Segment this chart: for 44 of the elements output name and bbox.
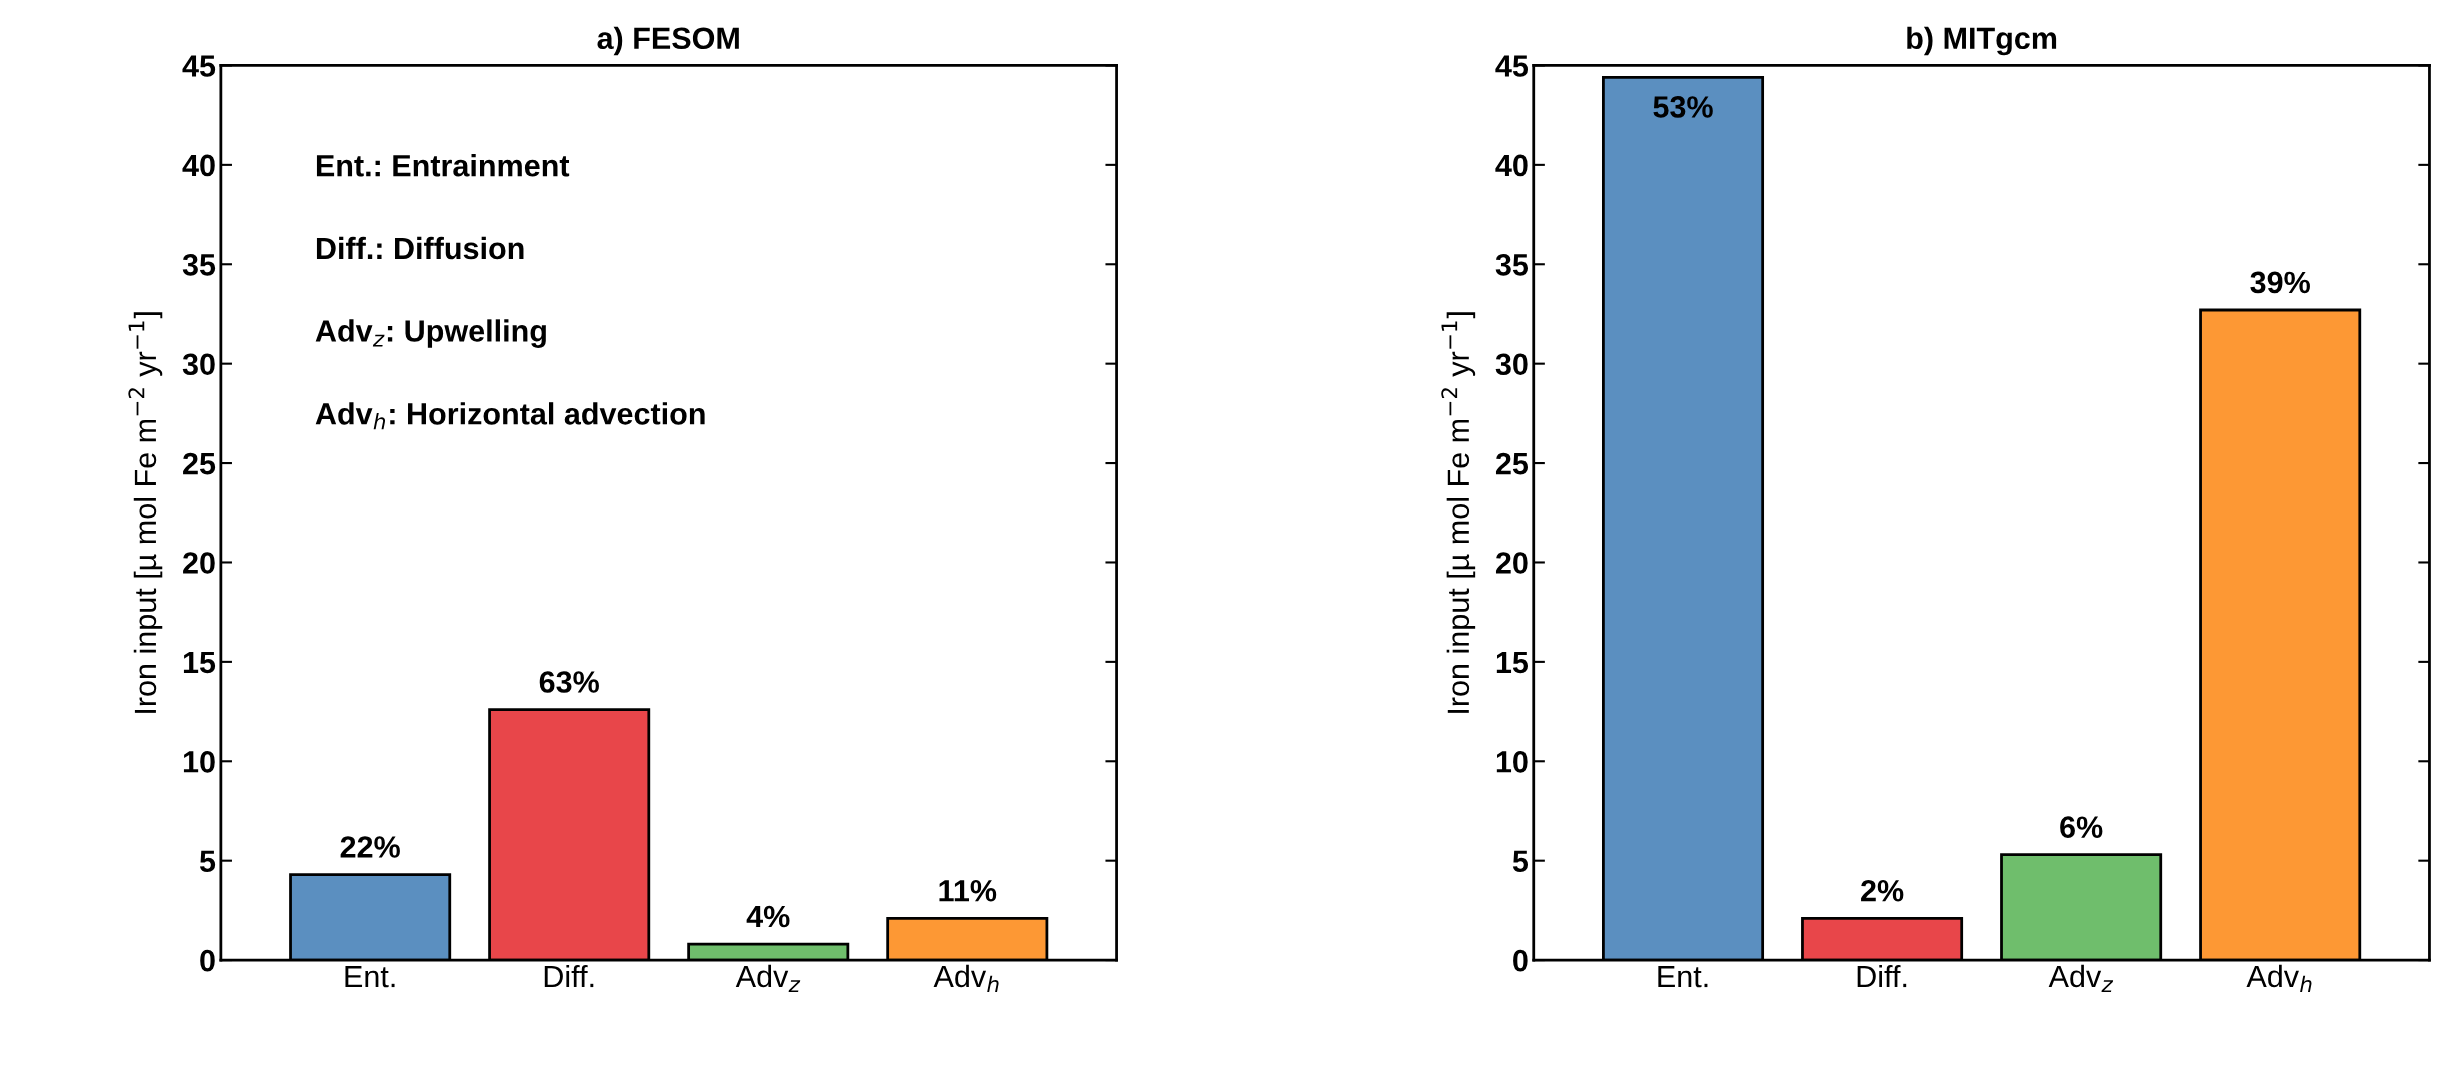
y-tick-label: 0 (200, 949, 215, 972)
x-tick-label: Diff. (1857, 964, 1907, 988)
x-tick-label: Ent. (1658, 966, 1708, 988)
y-tick-label: 20 (183, 552, 215, 574)
annotation: 6% (2060, 816, 2103, 838)
y-tick-label: 15 (183, 651, 216, 674)
annotation: Ent.: Entrainment (316, 154, 570, 177)
y-tick-label: 25 (183, 452, 216, 475)
chart-title: a) FESOM (597, 26, 739, 56)
x-tick-label: Adv$_{z}$ (735, 964, 801, 992)
annotation: Diff.: Diffusion (316, 236, 524, 260)
annotation: Adv$_{h}$: Horizontal advection (315, 402, 705, 430)
y-tick-label: 40 (182, 154, 215, 177)
x-tick-label: Diff. (544, 964, 594, 988)
y-tick-label: 45 (1495, 55, 1529, 77)
y-tick-label: 20 (1495, 552, 1528, 574)
y-tick-label: 35 (182, 254, 216, 276)
y-tick-label: 35 (1495, 254, 1529, 276)
x-tick-label: Adv$_{z}$ (2048, 964, 2114, 992)
y-tick-label: 25 (1495, 452, 1529, 475)
y-tick-label: 5 (199, 850, 216, 873)
y-tick-label: 30 (182, 353, 215, 376)
x-tick-label: Adv$_{h}$ (933, 964, 999, 992)
y-axis-title: Iron input [µ mol Fe m$^{−2}$ yr$^{−1}$] (128, 312, 163, 713)
annotation: 4% (746, 905, 790, 928)
y-tick-label: 40 (1495, 154, 1528, 177)
y-tick-label: 30 (1495, 353, 1528, 376)
y-axis-title: Iron input [µ mol Fe m$^{−2}$ yr$^{−1}$] (1441, 312, 1476, 713)
annotation: 2% (1861, 879, 1904, 902)
annotation: 39% (2250, 271, 2310, 294)
annotation: 22% (340, 836, 400, 858)
y-tick-label: 45 (182, 55, 216, 77)
x-tick-label: Ent. (345, 966, 395, 988)
annotation: 53% (1653, 96, 1713, 118)
annotation: 11% (939, 880, 997, 902)
chart-title: b) MITgcm (1907, 26, 2057, 56)
y-tick-label: 15 (1496, 651, 1529, 674)
annotation: Adv$_{z}$: Upwelling (315, 319, 546, 348)
y-tick-label: 0 (1513, 949, 1528, 972)
y-tick-label: 10 (1496, 751, 1528, 773)
y-tick-label: 5 (1512, 850, 1529, 873)
x-tick-label: Adv$_{h}$ (2246, 964, 2312, 992)
y-tick-label: 10 (183, 751, 215, 773)
annotation: 63% (539, 671, 599, 693)
